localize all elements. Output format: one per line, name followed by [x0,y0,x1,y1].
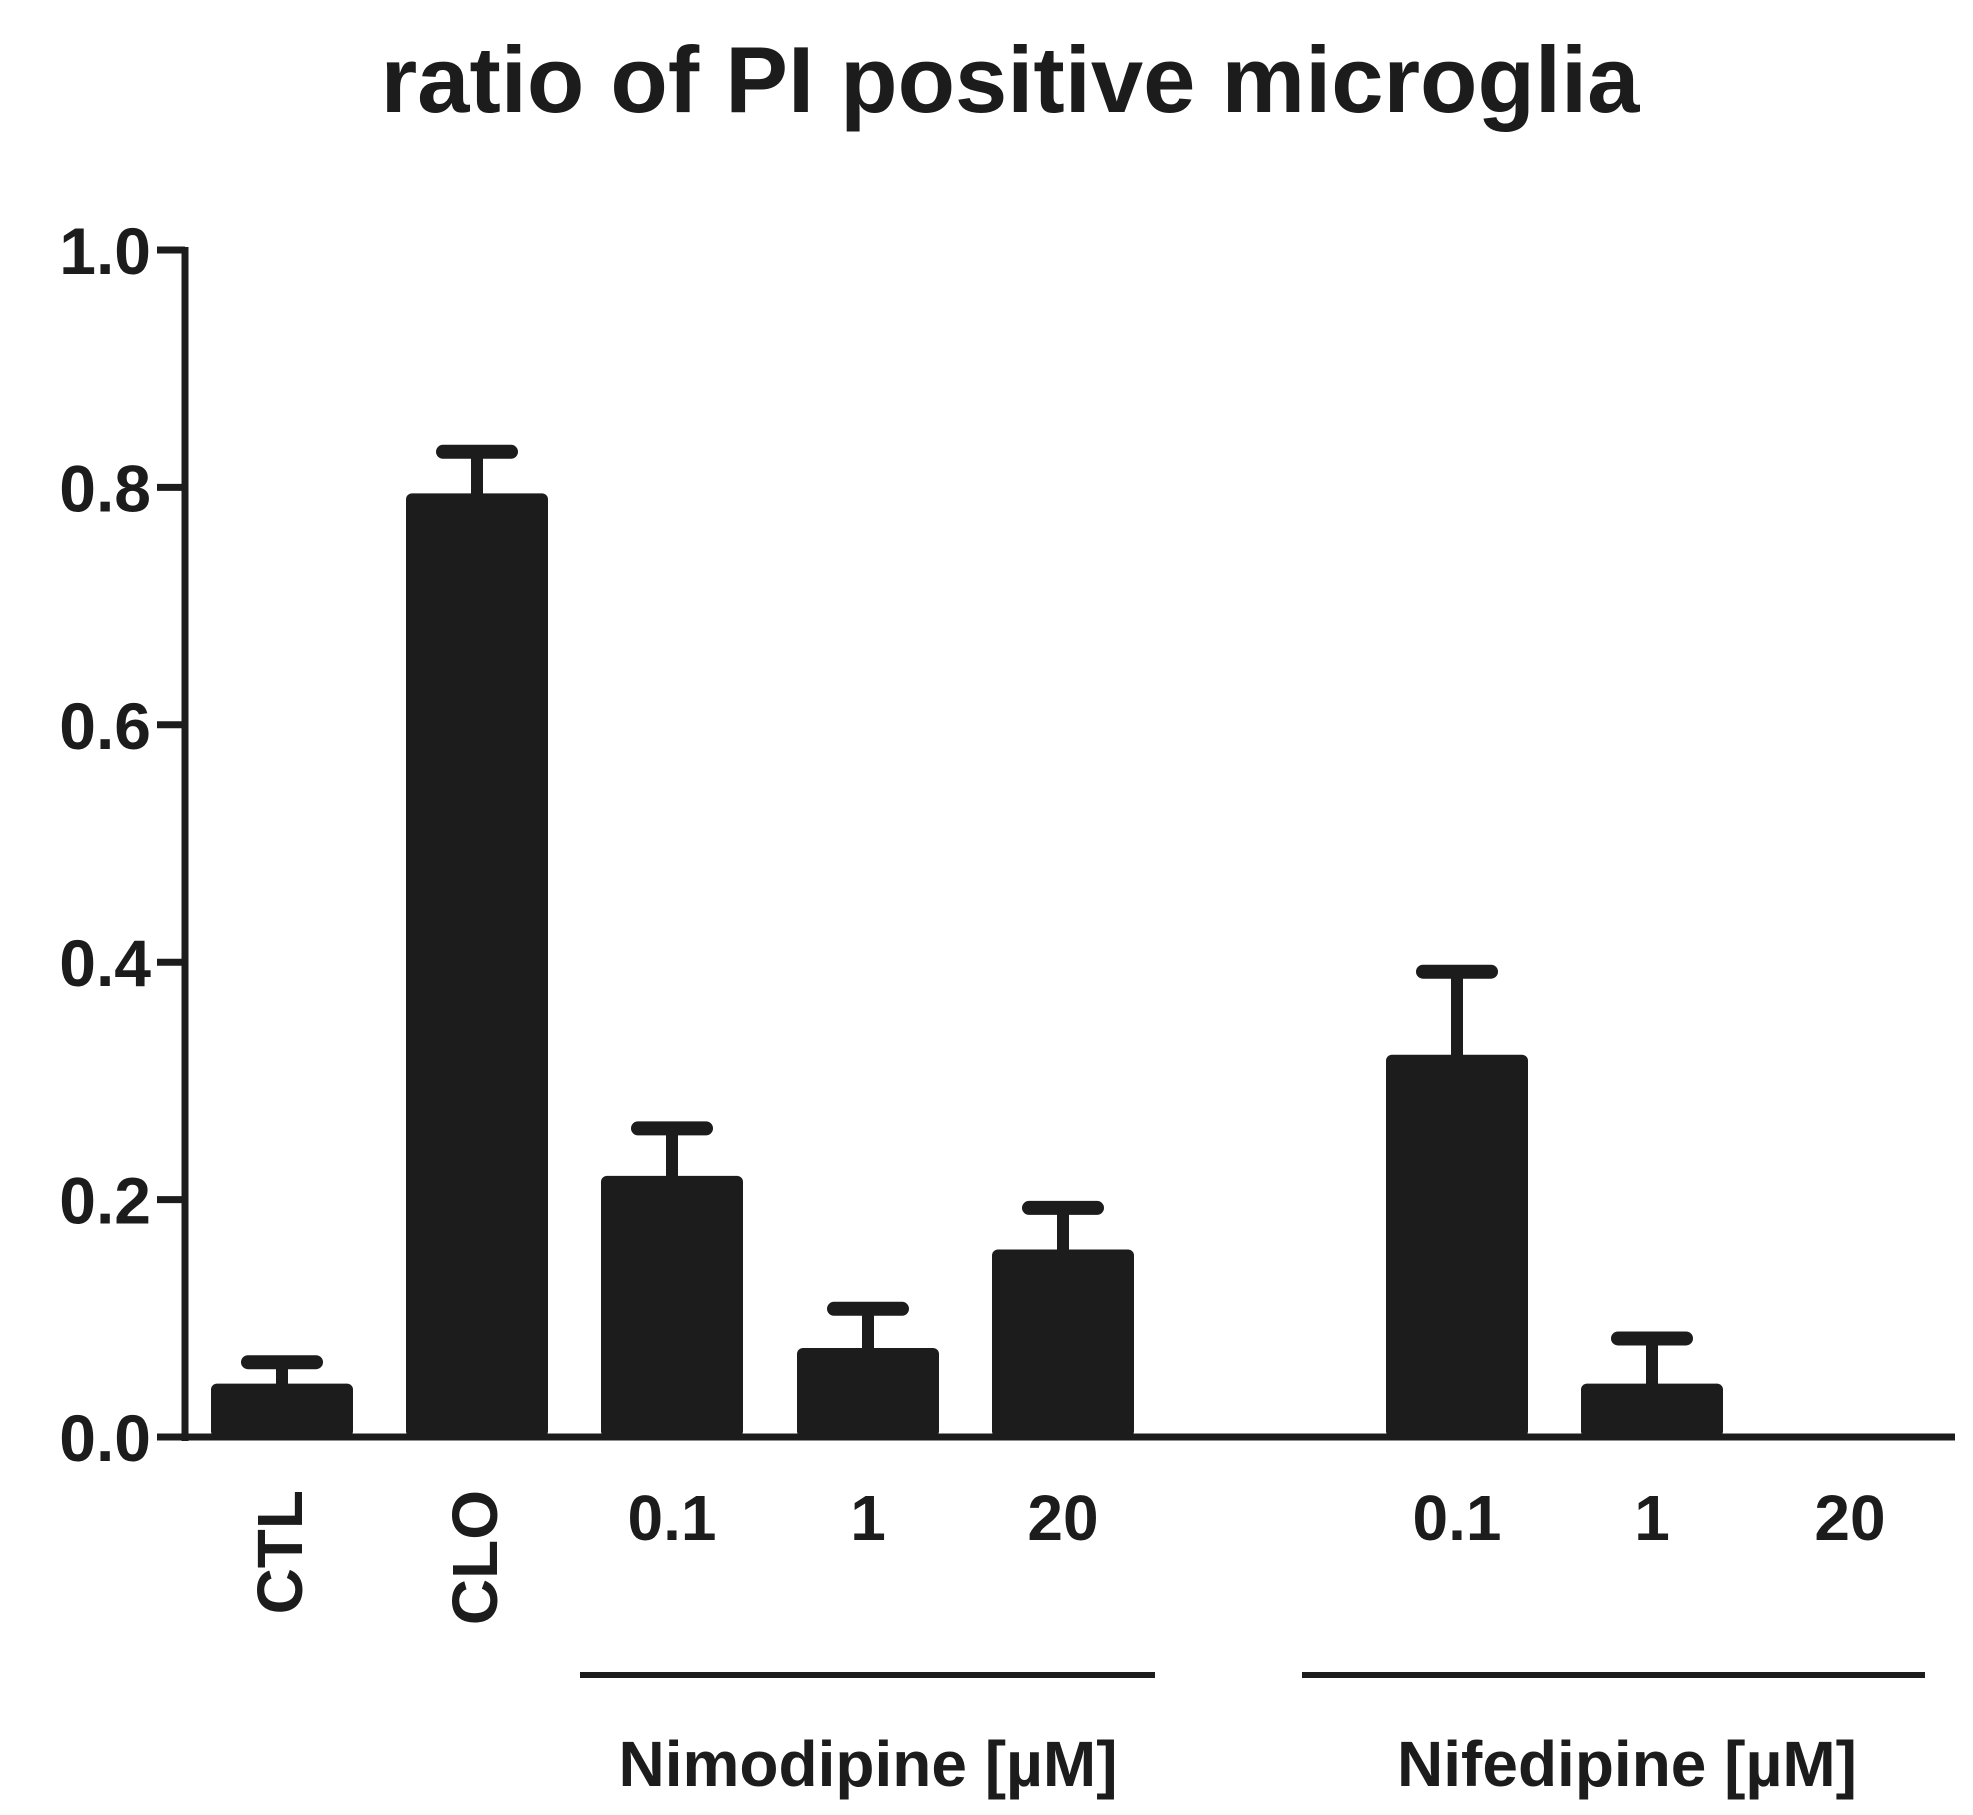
y-axis: 0.0 0.2 0.4 0.6 0.8 1.0 [59,214,189,1475]
category-label-5: 0.1 [1413,1482,1502,1554]
category-label-2: 0.1 [628,1482,717,1554]
category-label-4: 20 [1027,1482,1098,1554]
bars-layer [211,493,1723,1438]
y-tick-label-1: 0.2 [59,1164,151,1238]
y-tick-label-5: 1.0 [59,214,151,288]
category-label-6: 1 [1634,1482,1670,1554]
bar-2 [601,1175,743,1437]
group-labels: Nimodipine [µM] Nifedipine [µM] [580,1672,1925,1800]
category-label-3: 1 [850,1482,886,1554]
bar-4 [992,1249,1134,1437]
bar-3 [797,1347,939,1437]
y-tick-label-3: 0.6 [59,689,151,763]
y-tick-label-4: 0.8 [59,451,151,525]
chart-title: ratio of PI positive microglia [381,27,1641,132]
group-label-1: Nifedipine [µM] [1397,1728,1857,1800]
y-tick-label-2: 0.4 [59,926,151,1000]
bar-5 [1386,1054,1528,1437]
group-label-0: Nimodipine [µM] [618,1728,1117,1800]
category-label-1: CLO [439,1490,511,1625]
y-tick-label-0: 0.0 [59,1401,151,1475]
category-label-0: CTL [244,1490,316,1614]
bar-0 [211,1383,353,1437]
category-labels: CTL CLO 0.1 1 20 0.1 1 20 [244,1482,1886,1625]
error-bars-layer [241,444,1693,1386]
category-label-7: 20 [1814,1482,1885,1554]
bar-6 [1581,1383,1723,1437]
bar-1 [406,493,548,1438]
